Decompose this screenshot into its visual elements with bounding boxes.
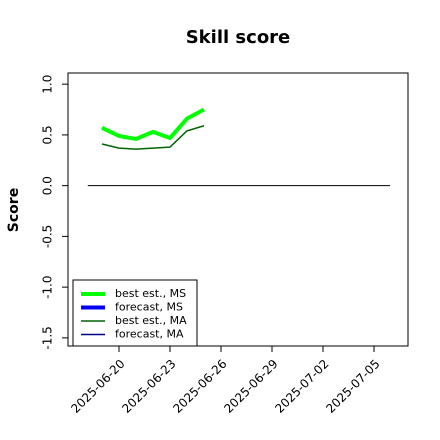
plot-frame: [67, 72, 409, 347]
x-tick-label: 2025-07-05: [323, 357, 382, 416]
x-tick-label: 2025-06-26: [170, 357, 229, 416]
y-tick-label: -0.5: [41, 225, 55, 248]
legend-label: forecast, MS: [115, 301, 183, 314]
x-tick-label: 2025-06-23: [119, 357, 178, 416]
series-line: [101, 125, 205, 150]
legend-label: best est., MA: [115, 314, 187, 327]
y-tick-label: -1.5: [41, 326, 55, 349]
legend-label: best est., MS: [115, 287, 186, 300]
y-axis-label: Score: [6, 188, 22, 232]
y-tick-label: 1.0: [41, 75, 55, 94]
y-tick-label: 0.0: [41, 176, 55, 195]
x-tick-label: 2025-06-29: [221, 357, 280, 416]
y-tick-label: 0.5: [41, 125, 55, 144]
x-tick-label: 2025-06-20: [68, 357, 127, 416]
y-tick-label: -1.0: [41, 275, 55, 298]
series-line: [101, 107, 205, 141]
legend-label: forecast, MA: [115, 328, 184, 341]
chart-title: Skill score: [186, 27, 291, 48]
x-tick-label: 2025-07-02: [272, 357, 331, 416]
